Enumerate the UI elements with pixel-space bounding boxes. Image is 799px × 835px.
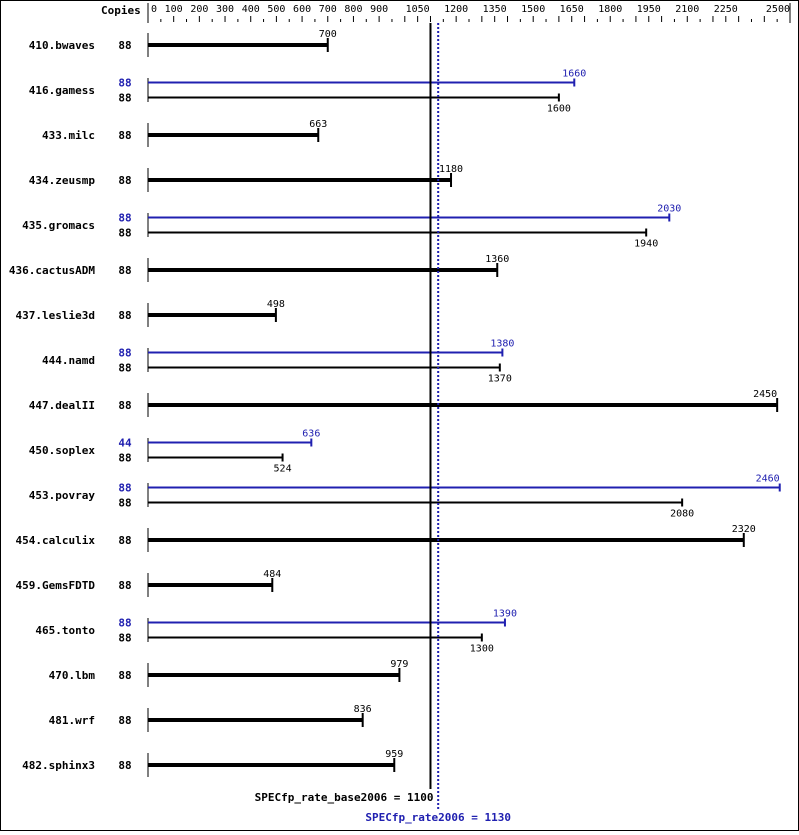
benchmark-name: 444.namd xyxy=(42,354,95,367)
tick-label: 1800 xyxy=(598,4,622,15)
base-copies: 88 xyxy=(118,129,131,142)
benchmark-name: 434.zeusmp xyxy=(29,174,96,187)
base-copies: 88 xyxy=(118,534,131,547)
base-copies: 88 xyxy=(118,669,131,682)
copies-header: Copies xyxy=(101,4,141,17)
tick-label: 1500 xyxy=(521,4,545,15)
base-value: 2080 xyxy=(670,509,694,520)
benchmark-name: 436.cactusADM xyxy=(9,264,95,277)
tick-label: 500 xyxy=(267,4,285,15)
base-copies: 88 xyxy=(118,497,131,510)
base-value: 1180 xyxy=(439,164,463,175)
peak-copies: 88 xyxy=(118,347,131,360)
base-copies: 88 xyxy=(118,39,131,52)
benchmark-name: 453.povray xyxy=(29,489,96,502)
tick-label: 1950 xyxy=(637,4,661,15)
base-copies: 88 xyxy=(118,227,131,240)
benchmark-name: 459.GemsFDTD xyxy=(16,579,96,592)
base-value: 700 xyxy=(319,29,337,40)
base-value: 2450 xyxy=(753,389,777,400)
base-value: 1360 xyxy=(485,254,509,265)
tick-label: 0 xyxy=(151,4,157,15)
base-value: 2320 xyxy=(732,524,756,535)
base-value: 979 xyxy=(390,659,408,670)
benchmark-name: 416.gamess xyxy=(29,84,95,97)
base-value: 959 xyxy=(385,749,403,760)
base-mean-label: SPECfp_rate_base2006 = 1100 xyxy=(255,791,434,804)
peak-mean-label: SPECfp_rate2006 = 1130 xyxy=(365,811,511,824)
base-copies: 88 xyxy=(118,309,131,322)
peak-value: 2460 xyxy=(756,474,780,485)
tick-label: 800 xyxy=(344,4,362,15)
tick-label: 100 xyxy=(165,4,183,15)
base-copies: 88 xyxy=(118,362,131,375)
benchmark-name: 481.wrf xyxy=(49,714,95,727)
peak-copies: 88 xyxy=(118,212,131,225)
peak-copies: 88 xyxy=(118,482,131,495)
base-value: 1300 xyxy=(470,644,494,655)
base-value: 498 xyxy=(267,299,285,310)
base-copies: 88 xyxy=(118,714,131,727)
benchmark-name: 454.calculix xyxy=(16,534,96,547)
benchmark-name: 470.lbm xyxy=(49,669,96,682)
benchmark-name: 447.dealII xyxy=(29,399,95,412)
tick-label: 200 xyxy=(190,4,208,15)
benchmark-name: 437.leslie3d xyxy=(16,309,95,322)
peak-copies: 88 xyxy=(118,77,131,90)
base-copies: 88 xyxy=(118,452,131,465)
base-value: 524 xyxy=(274,464,292,475)
tick-label: 1650 xyxy=(560,4,584,15)
tick-label: 400 xyxy=(242,4,260,15)
tick-label: 700 xyxy=(319,4,337,15)
tick-label: 2100 xyxy=(675,4,699,15)
base-value: 1370 xyxy=(488,374,512,385)
tick-label: 900 xyxy=(370,4,388,15)
tick-label: 1350 xyxy=(483,4,507,15)
base-copies: 88 xyxy=(118,759,131,772)
base-copies: 88 xyxy=(118,174,131,187)
base-copies: 88 xyxy=(118,264,131,277)
benchmark-name: 410.bwaves xyxy=(29,39,95,52)
peak-value: 1390 xyxy=(493,609,517,620)
peak-copies: 88 xyxy=(118,617,131,630)
base-copies: 88 xyxy=(118,92,131,105)
base-copies: 88 xyxy=(118,632,131,645)
peak-value: 1660 xyxy=(562,69,586,80)
base-copies: 88 xyxy=(118,399,131,412)
base-copies: 88 xyxy=(118,579,131,592)
tick-label: 1200 xyxy=(444,4,468,15)
peak-copies: 44 xyxy=(118,437,132,450)
peak-value: 2030 xyxy=(657,204,681,215)
benchmark-name: 450.soplex xyxy=(29,444,96,457)
benchmark-name: 433.milc xyxy=(42,129,95,142)
base-value: 836 xyxy=(354,704,372,715)
tick-label: 2500 xyxy=(766,4,790,15)
tick-label: 600 xyxy=(293,4,311,15)
base-value: 1600 xyxy=(547,104,571,115)
benchmark-name: 465.tonto xyxy=(35,624,95,637)
tick-label: 2250 xyxy=(714,4,738,15)
peak-value: 636 xyxy=(302,429,320,440)
base-value: 1940 xyxy=(634,239,658,250)
benchmark-name: 482.sphinx3 xyxy=(22,759,95,772)
base-value: 484 xyxy=(263,569,281,580)
benchmark-name: 435.gromacs xyxy=(22,219,95,232)
tick-label: 300 xyxy=(216,4,234,15)
base-value: 663 xyxy=(309,119,327,130)
peak-value: 1380 xyxy=(490,339,514,350)
tick-label: 1050 xyxy=(406,4,430,15)
